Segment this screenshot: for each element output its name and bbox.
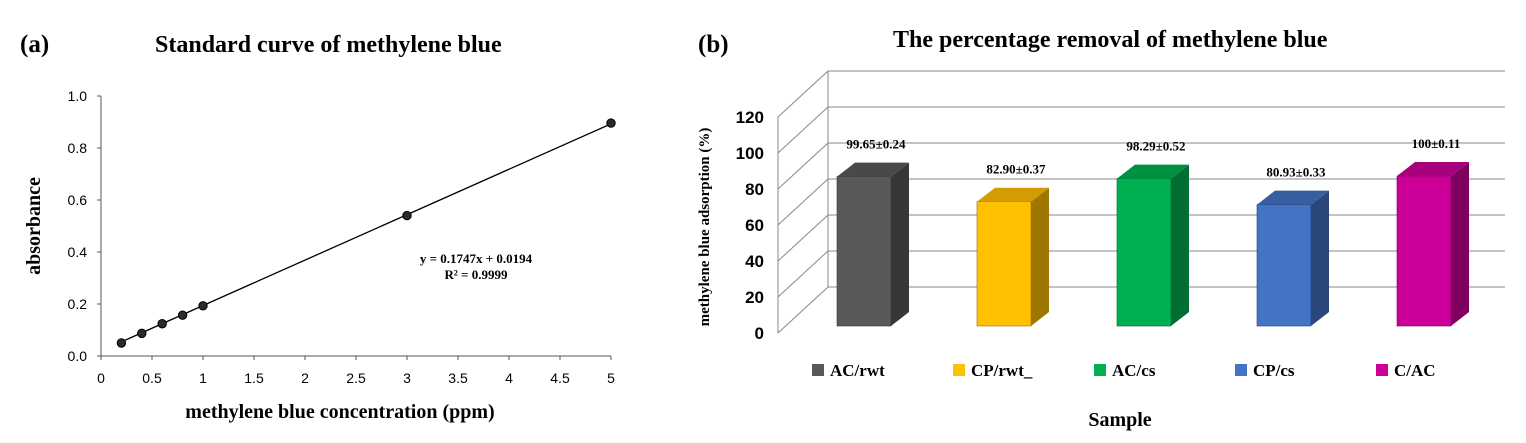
panel-b-y-axis-title: methylene blue adsorption (%): [697, 128, 713, 327]
panel-b-y-tick-label: 120: [736, 108, 764, 127]
panel-a-x-tick-label: 4: [505, 370, 513, 386]
panel-a-y-tick-label: 0.8: [68, 140, 88, 156]
panel-a-x-axis-title: methylene blue concentration (ppm): [185, 401, 494, 423]
panel-b-bar-CP/rwt_: [976, 187, 1049, 327]
panel-b-y-tick-label: 40: [745, 252, 764, 271]
panel-a-y-tick-label: 0.0: [68, 348, 88, 364]
panel-b-bar-side: [1311, 190, 1329, 326]
panel-b-bar-top: [977, 187, 1049, 202]
panel-a-data-point: [116, 338, 127, 348]
panel-b-gridline-side: [777, 178, 829, 226]
panel-b-gridline-side: [777, 70, 829, 118]
panel-b-legend-label: CP/rwt_: [971, 361, 1033, 380]
panel-a-y-tick-label: 0.4: [68, 244, 88, 260]
panel-b-bar-AC/rwt: [836, 162, 909, 327]
panel-b-legend-label: CP/cs: [1253, 361, 1295, 380]
panel-a-data-point: [157, 319, 167, 329]
panel-b-bars: [836, 162, 1469, 327]
panel-a-y-axis-title: absorbance: [23, 177, 45, 275]
panel-b-bar-front: [1256, 204, 1312, 327]
panel-b-bar-front: [1396, 175, 1452, 327]
panel-a-y-ticks: 0.0 0.2 0.4 0.6 0.8 1.0: [68, 88, 101, 364]
panel-a-x-tick-label: 3.5: [448, 370, 468, 386]
panel-b-bar-side: [1171, 164, 1189, 326]
panel-b-y-tick-label: 80: [745, 180, 764, 199]
panel-a-y-tick-label: 0.2: [68, 296, 88, 312]
panel-b-data-label: 82.90±0.37: [986, 162, 1046, 177]
panel-a-data-point: [198, 301, 208, 311]
panel-b-legend-swatch: [1235, 364, 1247, 376]
panel-b-y-tick-label: 100: [736, 144, 764, 163]
panel-a-x-tick-label: 3: [403, 370, 411, 386]
panel-b-bar-AC/cs: [1116, 164, 1189, 327]
panel-b-data-label: 100±0.11: [1412, 136, 1461, 151]
panel-a-x-tick-label: 2: [301, 370, 309, 386]
panel-a-x-tick-label: 1: [199, 370, 207, 386]
panel-b-gridline-side: [777, 250, 829, 298]
panel-a-x-ticks: 0 0.5 1 1.5 2 2.5 3 3.5 4 4.5 5: [97, 356, 615, 386]
panel-a-title: Standard curve of methylene blue: [155, 32, 502, 58]
panel-a-data-point: [606, 118, 616, 128]
panel-b-legend: AC/rwt CP/rwt_ AC/cs CP/cs C/AC: [812, 361, 1436, 380]
panel-a-x-tick-label: 2.5: [346, 370, 366, 386]
panel-a-equation: y = 0.1747x + 0.0194: [420, 251, 533, 266]
panel-a-data-point: [137, 328, 147, 339]
panel-b-legend-label: C/AC: [1394, 361, 1436, 380]
panel-b-data-labels: 99.65±0.24 82.90±0.37 98.29±0.52 80.93±0.33…: [846, 136, 1460, 180]
panel-b-bar-top: [837, 162, 909, 177]
panel-b-legend-label: AC/rwt: [830, 361, 885, 380]
panel-b-data-label: 98.29±0.52: [1126, 139, 1185, 154]
panel-b-bar-front: [1116, 178, 1172, 327]
panel-a-standard-curve: (a) Standard curve of methylene blue 0.0…: [20, 31, 616, 423]
panel-a-label: (a): [20, 31, 49, 58]
panel-b-gridline-side: [777, 106, 829, 154]
panel-b-bar-top: [1257, 190, 1329, 205]
panel-a-x-tick-label: 1.5: [244, 370, 264, 386]
panel-a-data-point: [177, 310, 188, 320]
panel-b-legend-swatch: [1376, 364, 1388, 376]
panel-a-trendline: [121, 123, 612, 343]
panel-b-removal-chart: (b) The percentage removal of methylene …: [697, 27, 1505, 431]
panel-b-legend-swatch: [812, 364, 824, 376]
panel-b-data-label: 80.93±0.33: [1266, 165, 1326, 180]
panel-b-bar-side: [891, 162, 909, 326]
panel-b-data-label: 99.65±0.24: [846, 137, 906, 152]
panel-a-x-tick-label: 0.5: [142, 370, 162, 386]
panel-b-gridline-side: [777, 214, 829, 262]
panel-a-y-tick-label: 0.6: [68, 192, 88, 208]
panel-b-legend-swatch: [953, 364, 965, 376]
panel-a-data-point: [402, 210, 412, 221]
panel-a-x-tick-label: 0: [97, 370, 105, 386]
panel-b-bar-side: [1031, 187, 1049, 326]
panel-b-bar-CP/cs: [1256, 190, 1329, 327]
panel-b-gridline-side: [777, 286, 829, 334]
panel-b-legend-swatch: [1094, 364, 1106, 376]
panel-b-bar-side: [1451, 162, 1469, 326]
panel-b-bar-top: [1397, 162, 1469, 177]
panel-a-y-tick-label: 1.0: [68, 88, 88, 104]
panel-b-y-tick-label: 60: [745, 216, 764, 235]
panel-a-x-tick-label: 5: [607, 370, 615, 386]
panel-b-x-axis-title: Sample: [1088, 409, 1151, 431]
panel-b-y-ticks: 0 20 40 60 80 100 120: [736, 108, 764, 343]
panel-a-x-tick-label: 4.5: [550, 370, 570, 386]
panel-b-bar-C/AC: [1396, 162, 1469, 327]
panel-b-bar-top: [1117, 164, 1189, 179]
panel-b-bar-front: [836, 176, 892, 327]
panel-b-title: The percentage removal of methylene blue: [893, 27, 1328, 53]
panel-b-label: (b): [698, 31, 729, 58]
panel-b-gridline-side: [777, 142, 829, 190]
panel-a-r-squared: R² = 0.9999: [445, 267, 508, 282]
panel-b-y-tick-label: 0: [755, 324, 764, 343]
panel-b-legend-label: AC/cs: [1112, 361, 1156, 380]
panel-a-points: [116, 118, 616, 348]
panel-b-bar-front: [976, 201, 1032, 327]
panel-b-y-tick-label: 20: [745, 288, 764, 307]
